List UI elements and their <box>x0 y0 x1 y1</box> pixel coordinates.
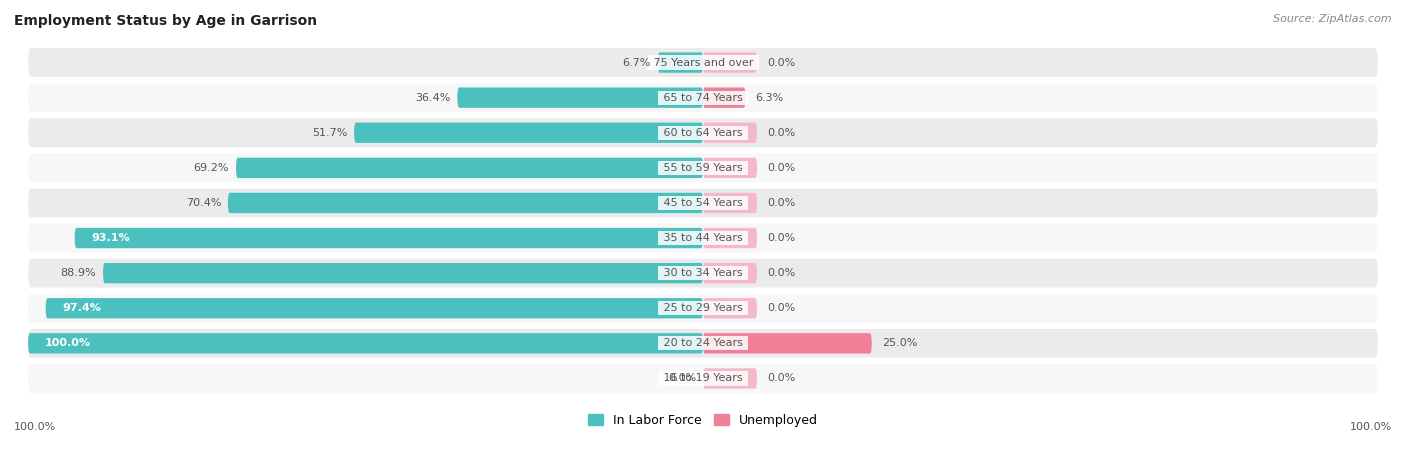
Text: 75 Years and over: 75 Years and over <box>650 58 756 68</box>
FancyBboxPatch shape <box>28 189 1378 217</box>
FancyBboxPatch shape <box>457 87 703 108</box>
Text: 100.0%: 100.0% <box>45 338 91 348</box>
Text: 25.0%: 25.0% <box>882 338 917 348</box>
FancyBboxPatch shape <box>228 193 703 213</box>
FancyBboxPatch shape <box>28 83 1378 112</box>
Text: 97.4%: 97.4% <box>62 303 101 313</box>
Legend: In Labor Force, Unemployed: In Labor Force, Unemployed <box>583 409 823 432</box>
FancyBboxPatch shape <box>28 118 1378 147</box>
FancyBboxPatch shape <box>28 364 1378 393</box>
FancyBboxPatch shape <box>703 263 756 284</box>
Text: 0.0%: 0.0% <box>768 233 796 243</box>
FancyBboxPatch shape <box>28 294 1378 323</box>
FancyBboxPatch shape <box>703 368 756 389</box>
FancyBboxPatch shape <box>703 298 756 319</box>
Text: 0.0%: 0.0% <box>768 163 796 173</box>
Text: 6.3%: 6.3% <box>755 93 785 103</box>
Text: Employment Status by Age in Garrison: Employment Status by Age in Garrison <box>14 14 318 27</box>
Text: 100.0%: 100.0% <box>1350 422 1392 432</box>
Text: 70.4%: 70.4% <box>186 198 221 208</box>
Text: 45 to 54 Years: 45 to 54 Years <box>659 198 747 208</box>
FancyBboxPatch shape <box>75 228 703 248</box>
FancyBboxPatch shape <box>703 228 756 248</box>
FancyBboxPatch shape <box>45 298 703 319</box>
Text: 0.0%: 0.0% <box>768 303 796 313</box>
FancyBboxPatch shape <box>703 52 756 73</box>
Text: 0.0%: 0.0% <box>768 268 796 278</box>
Text: 35 to 44 Years: 35 to 44 Years <box>659 233 747 243</box>
Text: 16 to 19 Years: 16 to 19 Years <box>659 374 747 383</box>
Text: 0.0%: 0.0% <box>768 198 796 208</box>
Text: 0.0%: 0.0% <box>768 128 796 138</box>
FancyBboxPatch shape <box>354 122 703 143</box>
FancyBboxPatch shape <box>28 48 1378 77</box>
Text: Source: ZipAtlas.com: Source: ZipAtlas.com <box>1274 14 1392 23</box>
Text: 20 to 24 Years: 20 to 24 Years <box>659 338 747 348</box>
Text: 0.0%: 0.0% <box>768 58 796 68</box>
FancyBboxPatch shape <box>28 224 1378 252</box>
FancyBboxPatch shape <box>703 87 745 108</box>
Text: 60 to 64 Years: 60 to 64 Years <box>659 128 747 138</box>
FancyBboxPatch shape <box>236 158 703 178</box>
FancyBboxPatch shape <box>28 259 1378 288</box>
Text: 6.7%: 6.7% <box>623 58 651 68</box>
Text: 100.0%: 100.0% <box>14 422 56 432</box>
Text: 65 to 74 Years: 65 to 74 Years <box>659 93 747 103</box>
FancyBboxPatch shape <box>103 263 703 284</box>
Text: 30 to 34 Years: 30 to 34 Years <box>659 268 747 278</box>
FancyBboxPatch shape <box>703 122 756 143</box>
FancyBboxPatch shape <box>703 193 756 213</box>
Text: 25 to 29 Years: 25 to 29 Years <box>659 303 747 313</box>
FancyBboxPatch shape <box>28 153 1378 182</box>
Text: 0.0%: 0.0% <box>768 374 796 383</box>
FancyBboxPatch shape <box>703 333 872 354</box>
Text: 55 to 59 Years: 55 to 59 Years <box>659 163 747 173</box>
FancyBboxPatch shape <box>658 52 703 73</box>
Text: 88.9%: 88.9% <box>60 268 96 278</box>
Text: 36.4%: 36.4% <box>415 93 450 103</box>
Text: 93.1%: 93.1% <box>91 233 131 243</box>
FancyBboxPatch shape <box>703 158 756 178</box>
Text: 51.7%: 51.7% <box>312 128 347 138</box>
FancyBboxPatch shape <box>28 329 1378 358</box>
Text: 69.2%: 69.2% <box>194 163 229 173</box>
FancyBboxPatch shape <box>28 333 703 354</box>
Text: 0.0%: 0.0% <box>668 374 696 383</box>
